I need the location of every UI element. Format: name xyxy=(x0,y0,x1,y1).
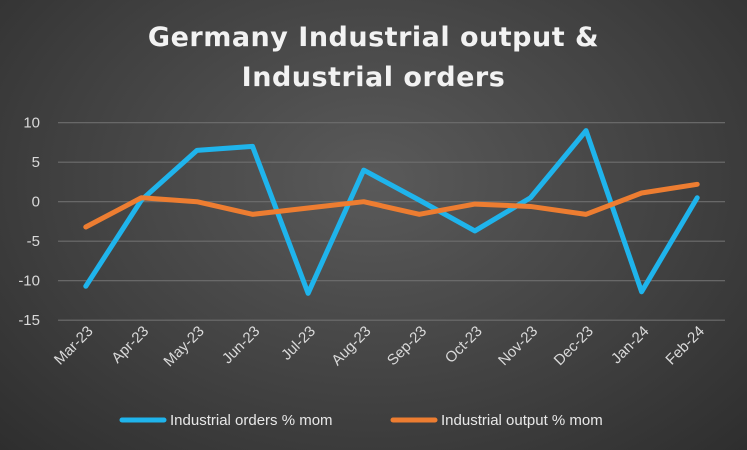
y-tick-label: 10 xyxy=(23,115,40,132)
x-tick-label: Dec-23 xyxy=(551,323,597,369)
series-line-output xyxy=(83,181,700,230)
x-tick-label: Sep-23 xyxy=(384,323,430,369)
y-tick-label: 5 xyxy=(32,154,40,171)
y-tick-label: -15 xyxy=(18,312,40,329)
x-tick-label: Aug-23 xyxy=(328,323,374,369)
y-tick-label: 0 xyxy=(32,194,40,211)
x-tick-label: May-23 xyxy=(160,323,207,370)
title-line-2: Industrial orders xyxy=(241,62,506,93)
x-tick-label: Jun-23 xyxy=(219,323,263,367)
series-line-orders xyxy=(83,128,700,296)
legend-label: Industrial orders % mom xyxy=(170,412,333,429)
x-tick-label: Apr-23 xyxy=(108,323,152,367)
x-tick-label: Oct-23 xyxy=(442,323,486,367)
x-tick-label: Feb-24 xyxy=(662,323,708,369)
x-tick-label: Nov-23 xyxy=(495,323,541,369)
y-tick-label: -5 xyxy=(27,233,40,250)
x-tick-label: Mar-23 xyxy=(51,323,97,369)
x-tick-label: Jan-24 xyxy=(608,323,652,367)
x-tick-label: Jul-23 xyxy=(278,323,319,364)
title-line-1: Germany Industrial output & xyxy=(147,22,600,53)
legend-label: Industrial output % mom xyxy=(441,412,603,429)
y-tick-label: -10 xyxy=(18,273,40,290)
chart-title: Germany Industrial output & Industrial or… xyxy=(0,18,747,98)
